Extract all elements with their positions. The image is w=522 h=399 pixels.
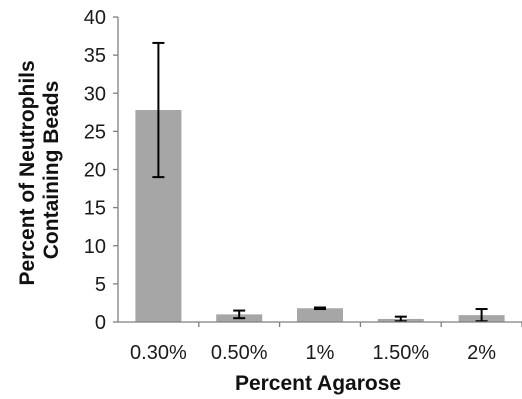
y-tick-label: 15 bbox=[84, 198, 106, 220]
bars bbox=[135, 110, 505, 323]
y-tick-label: 5 bbox=[95, 274, 106, 296]
x-tick-label: 2% bbox=[467, 342, 496, 364]
x-tick-label: 0.50% bbox=[211, 342, 268, 364]
x-tick-label: 0.30% bbox=[130, 342, 187, 364]
bar-1% bbox=[297, 308, 343, 322]
x-axis-ticks: 0.30% 0.50% 1% 1.50% 2% bbox=[130, 322, 522, 364]
y-tick-label: 20 bbox=[84, 160, 106, 182]
y-tick-label: 35 bbox=[84, 45, 106, 67]
y-axis-title: Percent of Neutrophils Containing Beads bbox=[16, 54, 63, 285]
error-bar bbox=[152, 41, 165, 179]
x-axis-title: Percent Agarose bbox=[235, 372, 401, 395]
error-bar bbox=[314, 306, 326, 311]
error-bar bbox=[233, 309, 246, 320]
y-tick-label: 30 bbox=[84, 83, 106, 105]
error-bars bbox=[152, 41, 488, 323]
x-tick-label: 1% bbox=[306, 342, 335, 364]
y-tick-label: 10 bbox=[84, 236, 106, 258]
error-bar bbox=[394, 315, 407, 323]
y-tick-label: 25 bbox=[84, 121, 106, 143]
y-tick-label: 0 bbox=[95, 312, 106, 334]
y-axis-title-line-1: Percent of Neutrophils bbox=[16, 60, 39, 285]
x-tick-label: 1.50% bbox=[372, 342, 429, 364]
y-axis-ticks: 0 5 10 15 20 25 30 35 40 bbox=[84, 7, 118, 334]
y-axis-title-line-2: Containing Beads bbox=[40, 81, 63, 260]
y-tick-label: 40 bbox=[84, 7, 106, 29]
error-bar bbox=[475, 308, 488, 323]
